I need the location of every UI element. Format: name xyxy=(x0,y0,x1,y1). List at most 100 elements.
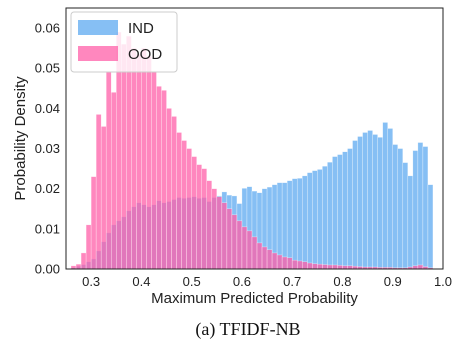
ood-bar xyxy=(211,188,218,270)
ind-bar xyxy=(352,140,358,270)
ood-bar xyxy=(95,114,102,270)
x-tick-label: 1.0 xyxy=(434,274,452,289)
ind-bar xyxy=(347,148,353,270)
ood-bar xyxy=(136,53,142,270)
ind-bar xyxy=(377,137,383,270)
x-tick-label: 0.5 xyxy=(183,274,201,289)
ind-bar xyxy=(322,165,328,270)
ood-bar xyxy=(90,176,97,270)
ood-bar xyxy=(251,236,258,270)
legend-label-ood: OOD xyxy=(128,46,162,63)
ood-bar xyxy=(110,92,117,270)
ind-bar xyxy=(327,161,333,270)
ind-bar xyxy=(372,134,378,270)
ood-bar xyxy=(246,230,253,270)
ind-bar xyxy=(291,178,298,270)
ind-bar xyxy=(402,162,409,270)
ood-bar xyxy=(241,226,248,270)
ood-bar xyxy=(105,72,112,270)
ind-bar xyxy=(281,182,288,270)
ind-bar xyxy=(397,148,404,270)
ood-bar xyxy=(171,116,177,270)
x-tick-label: 0.3 xyxy=(82,274,100,289)
y-tick-label: 0.04 xyxy=(35,101,60,116)
ind-bar xyxy=(387,128,393,270)
x-tick-label: 0.7 xyxy=(283,274,301,289)
y-tick-label: 0.05 xyxy=(35,61,60,76)
ood-bar xyxy=(322,264,328,270)
ood-bar xyxy=(302,261,308,270)
x-axis-ticks: 0.3 0.4 0.5 0.6 0.7 0.8 0.9 1.0 xyxy=(82,274,452,289)
ood-bar xyxy=(181,140,187,270)
ind-bar xyxy=(407,175,414,270)
x-tick-label: 0.9 xyxy=(384,274,402,289)
ind-bar xyxy=(422,146,429,270)
ood-bar xyxy=(196,164,202,270)
ood-bar xyxy=(317,263,323,270)
ood-bar xyxy=(206,180,213,270)
ood-bar xyxy=(75,263,82,270)
ind-bar xyxy=(296,178,303,270)
ood-bar xyxy=(231,214,238,270)
y-axis-title: Probability Density xyxy=(12,76,29,201)
plot-frame xyxy=(65,7,444,270)
ind-bar xyxy=(367,130,373,270)
ind-bar xyxy=(337,154,343,270)
ood-bar xyxy=(337,265,343,270)
ind-bar xyxy=(382,122,388,270)
y-tick-label: 0.00 xyxy=(35,262,60,277)
ood-bar xyxy=(327,264,333,270)
x-tick-label: 0.8 xyxy=(333,274,351,289)
ind-bar xyxy=(342,151,348,270)
ood-bar xyxy=(100,126,107,270)
ood-bar xyxy=(151,72,157,270)
ood-bar xyxy=(131,47,137,270)
ood-bar xyxy=(307,262,313,270)
ood-bar xyxy=(291,259,298,270)
ood-bar xyxy=(256,242,263,270)
ood-bar xyxy=(221,202,228,270)
ood-bar xyxy=(281,256,288,270)
ood-bar xyxy=(141,47,147,270)
x-tick-label: 0.6 xyxy=(233,274,251,289)
ood-bar xyxy=(216,196,223,270)
ood-bar xyxy=(332,264,338,270)
ood-bar xyxy=(85,224,92,270)
ood-bar xyxy=(261,246,268,270)
ood-bar xyxy=(266,249,273,270)
ind-bar xyxy=(427,184,434,270)
ood-bar xyxy=(156,86,162,270)
ood-bar xyxy=(176,132,182,270)
ood-bar xyxy=(201,168,208,270)
ind-bar xyxy=(357,136,363,270)
ood-bar xyxy=(166,108,172,270)
ood-bar xyxy=(276,254,283,270)
ood-bar xyxy=(161,90,167,270)
ind-bar xyxy=(307,172,313,270)
ood-bar xyxy=(271,252,278,270)
ind-bar xyxy=(417,142,424,270)
y-tick-label: 0.01 xyxy=(35,221,60,236)
ood-bar xyxy=(146,55,152,270)
ind-bar xyxy=(286,180,293,270)
y-axis-ticks: 0.00 0.01 0.02 0.03 0.04 0.05 0.06 xyxy=(35,21,60,277)
ood-bar xyxy=(417,264,424,270)
ind-bar xyxy=(312,170,318,270)
x-axis-title: Maximum Predicted Probability xyxy=(151,290,358,307)
legend-swatch-ind xyxy=(78,20,118,35)
ind-bar xyxy=(362,132,368,270)
ind-bar xyxy=(317,169,323,270)
legend-swatch-ood xyxy=(78,46,118,61)
ind-bar xyxy=(332,156,338,270)
ood-bar xyxy=(296,260,303,270)
ood-bar xyxy=(226,208,233,270)
y-tick-label: 0.06 xyxy=(35,21,60,36)
ood-bar xyxy=(312,263,318,270)
legend-label-ind: IND xyxy=(128,20,154,37)
ood-bar xyxy=(286,257,293,270)
ind-bar xyxy=(412,150,419,270)
y-tick-label: 0.02 xyxy=(35,181,60,196)
ood-bar xyxy=(121,43,127,270)
ood-bar xyxy=(80,252,87,270)
